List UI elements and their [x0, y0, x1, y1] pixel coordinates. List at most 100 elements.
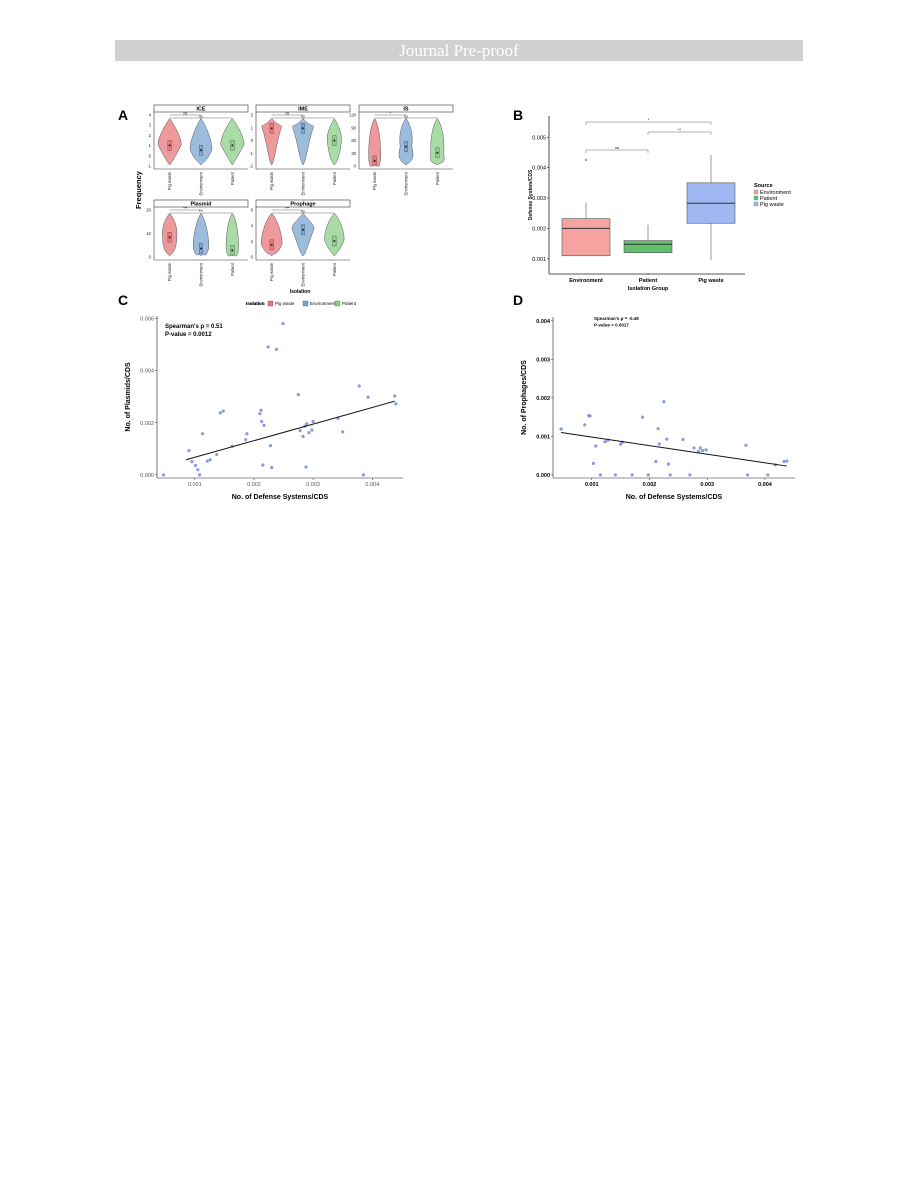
facet-y-tick-label: 2: [251, 239, 254, 244]
scatter-point: [656, 427, 660, 431]
scatter-point: [668, 473, 672, 477]
facet-title: ICE: [196, 107, 206, 113]
scatter-point: [270, 465, 274, 470]
facet-x-tick-label: Patient: [435, 171, 440, 185]
facet-y-tick-label: 90: [351, 125, 356, 130]
scatter-point: [196, 468, 200, 472]
facet-x-tick-label: Environment: [199, 171, 204, 195]
scatter-point: [266, 345, 270, 349]
scatter-point: [662, 400, 666, 404]
facet-x-tick-label: Pig waste: [167, 262, 172, 281]
facet-x-tick-label: Patient: [332, 262, 337, 276]
violin-shape: [324, 212, 345, 257]
panel-b-legend-title: Source: [754, 183, 773, 189]
facet-title: Plasmid: [190, 202, 211, 208]
significance-label: ns: [404, 114, 408, 118]
facet-strip: [255, 199, 351, 208]
scatter-point: [782, 459, 786, 464]
scatter-point: [357, 384, 361, 388]
scatter-point: [583, 423, 587, 427]
x-tick-label: 0.003: [306, 482, 320, 488]
significance-label: ***: [183, 206, 188, 210]
facet-x-tick-label: Patient: [332, 171, 337, 185]
facet-title: IS: [403, 107, 409, 113]
facet-strip: [358, 104, 454, 113]
y-tick-label: 0.002: [140, 421, 154, 427]
panel-c-scatter-chart: 0.001 0.002 0.003 0.004 0.000 0.002 0.004 0.006…: [125, 301, 403, 501]
scatter-point: [598, 473, 602, 477]
significance-label: *: [648, 118, 650, 122]
scatter-point: [681, 437, 685, 442]
facet-x-tick-label: Patient: [230, 262, 235, 276]
scatter-point: [261, 463, 265, 467]
scatter-point: [193, 463, 198, 468]
facet-y-tick-label: -1: [147, 164, 151, 169]
significance-label: ns: [615, 146, 619, 150]
facet-y-tick-label: 0: [251, 138, 254, 143]
facet-x-tick-label: Pig waste: [269, 171, 274, 190]
facet-x-tick-label: Pig waste: [167, 171, 172, 190]
violin-median-dot: [333, 240, 336, 242]
y-tick-label: 0.001: [532, 257, 546, 263]
facet-y-tick-label: 4: [251, 223, 254, 228]
scatter-point: [262, 423, 266, 427]
x-tick-label: 0.003: [700, 482, 714, 488]
panel-d-scatter-chart: 0.001 0.002 0.003 0.004 0.000 0.001 0.002 0.003…: [521, 316, 795, 501]
violin-median-dot: [302, 127, 304, 130]
scatter-point: [394, 402, 398, 406]
y-tick-label: 0.002: [536, 396, 550, 402]
legend-swatch: [753, 201, 759, 207]
facet-y-tick-label: 60: [351, 138, 356, 143]
violin-median-dot: [231, 249, 234, 252]
scatter-point: [654, 459, 658, 464]
scatter-point: [630, 473, 634, 477]
scatter-point: [766, 473, 770, 477]
violin-median-dot: [270, 243, 273, 246]
scatter-point: [603, 440, 607, 444]
scatter-point: [744, 443, 748, 447]
x-tick-label: Patient: [639, 278, 658, 284]
violin-shape: [430, 118, 445, 166]
facet-x-tick-label: Environment: [404, 171, 409, 195]
significance-label: ns: [285, 111, 289, 115]
y-axis-title: No. of Prophages/CDS: [521, 360, 528, 435]
scatter-point: [640, 415, 645, 419]
violin-shape: [261, 212, 283, 257]
scatter-point: [665, 437, 669, 441]
scatter-point: [366, 395, 370, 399]
significance-bracket: [585, 121, 712, 125]
y-tick-label: 0.005: [532, 135, 546, 141]
y-tick-label: 0.000: [536, 473, 550, 479]
scatter-point: [559, 427, 563, 431]
scatter-point: [205, 459, 209, 463]
scatter-point: [310, 428, 314, 432]
scatter-point: [700, 449, 705, 453]
x-tick-label: 0.001: [188, 482, 202, 488]
significance-bracket: [585, 149, 649, 153]
panel-b-y-axis-title: Defense System/CDS: [528, 169, 534, 220]
facet-y-tick-label: 0: [251, 255, 254, 260]
scatter-point: [304, 465, 308, 469]
legend-label: Patient: [760, 196, 778, 202]
panel-a-y-axis-title: Frequency: [134, 170, 143, 209]
significance-label: ***: [199, 209, 204, 213]
facet-x-tick-label: Pig waste: [372, 171, 377, 190]
scatter-point: [591, 461, 596, 465]
scatter-point: [258, 412, 262, 416]
violin-median-dot: [373, 159, 376, 162]
legend-title-c: Isolation: [246, 301, 265, 306]
scatter-point: [341, 430, 345, 434]
y-tick-label: 0.006: [140, 317, 154, 323]
scatter-point: [704, 448, 708, 452]
box-outlier: [647, 273, 649, 275]
spearman-annotation: Spearman's ρ = -0.49: [594, 316, 639, 321]
panel-a-x-axis-title: Isolation: [290, 289, 311, 295]
pvalue-annotation: P-value = 0.0012: [165, 332, 212, 338]
facet-x-tick-label: Environment: [301, 262, 306, 286]
panel-label-b: B: [513, 107, 524, 123]
facet-y-tick-label: 1: [251, 125, 254, 130]
scatter-point: [307, 431, 311, 435]
x-axis-title: No. of Defense Systems/CDS: [232, 494, 329, 501]
legend-swatch: [753, 195, 759, 201]
y-tick-label: 0.001: [536, 434, 550, 440]
